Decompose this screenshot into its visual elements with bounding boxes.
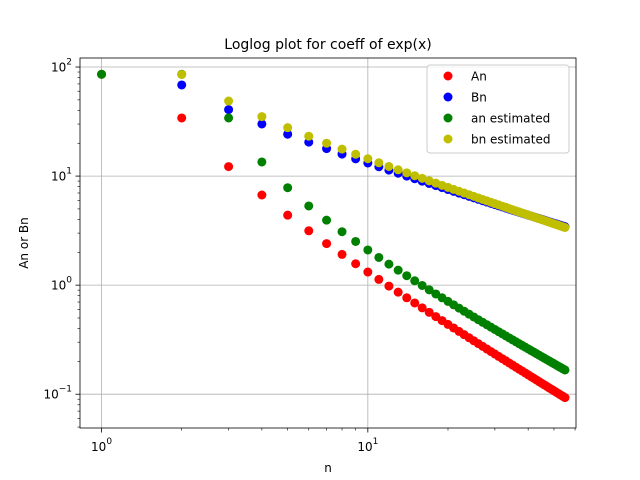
data-point: [410, 171, 420, 181]
data-point: [337, 227, 347, 237]
data-point: [283, 183, 293, 193]
plot-frame: [79, 57, 577, 429]
data-point: [177, 69, 187, 79]
y-axis-title: An or Bn: [17, 217, 31, 269]
series-an-estimated: [97, 69, 570, 375]
data-point: [363, 267, 373, 277]
data-points: [97, 69, 570, 403]
data-point: [337, 144, 347, 154]
data-point: [393, 165, 403, 175]
data-point: [384, 161, 394, 171]
y-tick-label: 100: [51, 276, 72, 293]
legend-marker: [443, 71, 453, 81]
legend-box: [426, 64, 570, 154]
legend: An Bn an estimated bn estimated: [426, 64, 570, 154]
chart-title: Loglog plot for coeff of exp(x): [224, 37, 431, 53]
legend-marker: [443, 92, 453, 102]
data-point: [304, 226, 314, 236]
data-point: [363, 154, 373, 164]
data-point: [283, 129, 293, 139]
y-tick-label: 10−1: [43, 385, 72, 402]
data-point: [322, 215, 332, 225]
data-point: [393, 265, 403, 275]
data-point: [224, 113, 234, 123]
data-point: [374, 252, 384, 262]
data-point: [410, 276, 420, 286]
data-point: [283, 210, 293, 220]
data-point: [224, 96, 234, 106]
x-tick-label: 101: [357, 437, 378, 454]
data-point: [257, 119, 267, 129]
data-point: [424, 285, 434, 295]
data-point: [393, 287, 403, 297]
legend-label: An: [471, 70, 487, 84]
data-point: [283, 123, 293, 133]
data-point: [337, 249, 347, 259]
data-point: [417, 280, 427, 290]
data-point: [351, 236, 361, 246]
data-point: [257, 190, 267, 200]
data-point: [384, 281, 394, 291]
data-point: [402, 293, 412, 303]
data-point: [351, 259, 361, 269]
data-point: [384, 259, 394, 269]
data-point: [97, 69, 107, 79]
legend-marker: [443, 134, 453, 144]
data-point: [417, 303, 427, 313]
data-point: [402, 168, 412, 178]
data-point: [224, 162, 234, 172]
legend-marker: [443, 113, 453, 123]
y-tick-label: 101: [51, 167, 72, 184]
data-point: [322, 239, 332, 249]
legend-label: bn estimated: [471, 133, 550, 147]
data-point: [560, 222, 570, 232]
data-point: [402, 271, 412, 281]
data-point: [363, 245, 373, 255]
data-point: [560, 365, 570, 375]
data-point: [424, 307, 434, 317]
y-tick-label: 102: [51, 58, 72, 75]
data-point: [304, 131, 314, 141]
series-bn-estimated: [177, 69, 570, 232]
x-axis-ticks: 100 101: [91, 428, 576, 454]
data-point: [177, 113, 187, 123]
data-point: [374, 158, 384, 168]
y-axis-ticks: 10−1 100 101 102: [43, 58, 80, 428]
data-point: [351, 149, 361, 159]
data-point: [224, 105, 234, 115]
data-point: [257, 112, 267, 122]
data-point: [560, 393, 570, 403]
data-point: [410, 298, 420, 308]
data-point: [177, 80, 187, 90]
data-point: [374, 274, 384, 284]
legend-label: Bn: [471, 91, 487, 105]
legend-label: an estimated: [471, 112, 550, 126]
x-tick-label: 100: [91, 437, 112, 454]
data-point: [257, 157, 267, 167]
data-point: [322, 138, 332, 148]
x-axis-title: n: [324, 461, 332, 475]
data-point: [417, 173, 427, 183]
data-point: [304, 201, 314, 211]
